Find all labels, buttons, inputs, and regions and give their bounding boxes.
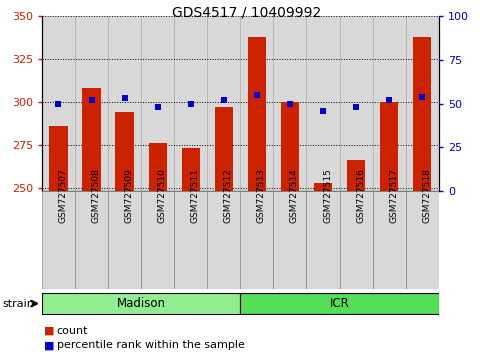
- Bar: [141, 191, 174, 289]
- Text: GSM727515: GSM727515: [323, 169, 332, 223]
- Bar: [340, 16, 373, 191]
- Text: strain: strain: [2, 298, 35, 309]
- Bar: [307, 191, 340, 289]
- Text: GSM727509: GSM727509: [125, 169, 134, 223]
- Bar: [75, 191, 108, 289]
- Bar: [115, 112, 134, 191]
- Bar: [42, 16, 75, 191]
- Bar: [406, 16, 439, 191]
- Text: GSM727507: GSM727507: [59, 169, 68, 223]
- Bar: [373, 16, 406, 191]
- Text: ICR: ICR: [330, 297, 350, 310]
- Bar: [148, 143, 167, 191]
- Bar: [215, 107, 233, 191]
- Text: percentile rank within the sample: percentile rank within the sample: [57, 340, 245, 350]
- Bar: [108, 191, 141, 289]
- Bar: [248, 36, 266, 191]
- Bar: [75, 16, 108, 191]
- Text: ■: ■: [44, 340, 55, 350]
- Text: ■: ■: [44, 326, 55, 336]
- Bar: [274, 16, 307, 191]
- Text: GSM727513: GSM727513: [257, 169, 266, 223]
- Bar: [373, 191, 406, 289]
- Bar: [174, 191, 207, 289]
- Bar: [181, 148, 200, 191]
- Bar: [406, 191, 439, 289]
- Bar: [207, 16, 241, 191]
- Text: GSM727518: GSM727518: [422, 169, 431, 223]
- Bar: [42, 191, 75, 289]
- Text: GSM727512: GSM727512: [224, 169, 233, 223]
- Bar: [340, 191, 373, 289]
- Bar: [207, 191, 241, 289]
- Text: GSM727510: GSM727510: [158, 169, 167, 223]
- Text: GSM727514: GSM727514: [290, 169, 299, 223]
- Bar: [49, 126, 68, 191]
- Bar: [240, 191, 274, 289]
- Bar: [240, 293, 439, 314]
- Bar: [281, 102, 299, 191]
- Bar: [82, 88, 101, 191]
- Text: GSM727508: GSM727508: [92, 169, 101, 223]
- Text: GSM727511: GSM727511: [191, 169, 200, 223]
- Text: GSM727516: GSM727516: [356, 169, 365, 223]
- Bar: [240, 16, 274, 191]
- Bar: [174, 16, 207, 191]
- Bar: [42, 293, 241, 314]
- Text: Madison: Madison: [117, 297, 166, 310]
- Bar: [307, 16, 340, 191]
- Bar: [413, 36, 431, 191]
- Bar: [380, 102, 398, 191]
- Text: GSM727517: GSM727517: [389, 169, 398, 223]
- Bar: [108, 16, 141, 191]
- Bar: [314, 183, 332, 191]
- Text: GDS4517 / 10409992: GDS4517 / 10409992: [172, 5, 321, 19]
- Text: count: count: [57, 326, 88, 336]
- Bar: [141, 16, 174, 191]
- Bar: [347, 160, 365, 191]
- Bar: [274, 191, 307, 289]
